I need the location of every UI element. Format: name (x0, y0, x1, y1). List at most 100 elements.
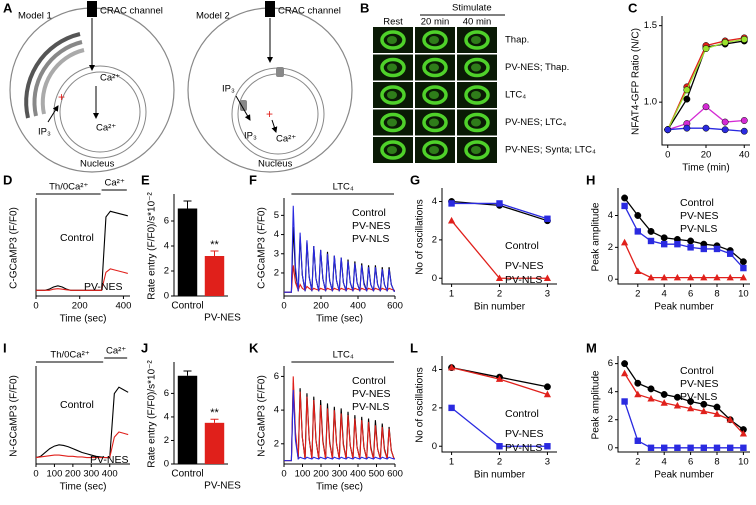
panel-label: C (628, 0, 638, 15)
x-tick-label: 10 (738, 457, 749, 468)
legend-entry: PV-NES (352, 220, 391, 232)
y-axis-label: C-GCaMP3 (F/F0) (257, 207, 268, 289)
x-tick-label: 200 (313, 301, 329, 312)
cell-image (464, 85, 490, 105)
period-label: Th/0Ca²⁺ (49, 182, 88, 193)
cell-image (471, 63, 481, 72)
cell-image (422, 112, 448, 133)
y-tick-label: 4 (432, 364, 437, 375)
x-tick-label: 8 (714, 289, 719, 300)
x-axis-label: Time (sec) (60, 314, 107, 325)
period-label: Ca²⁺ (105, 178, 125, 189)
y-tick-label: 5 (274, 210, 279, 221)
marker (674, 240, 681, 248)
arrow (235, 95, 251, 121)
row-label: PV-NES; LTC₄ (505, 117, 566, 128)
y-tick-label: 0 (432, 441, 437, 452)
period-label: Th/0Ca²⁺ (50, 350, 89, 361)
marker (634, 212, 642, 219)
y-tick-label: 1.0 (644, 97, 657, 108)
x-tick-label: PV-NES (204, 313, 241, 324)
marker (621, 398, 628, 405)
x-axis-label: Bin number (474, 302, 526, 313)
label: + (266, 107, 273, 121)
marker (647, 273, 655, 281)
cell-image (471, 91, 481, 99)
marker (647, 237, 655, 245)
series-line (284, 205, 395, 293)
y-tick-label: 0 (164, 291, 169, 302)
y-axis-label: No of oscillations (415, 367, 426, 443)
pore (240, 100, 247, 111)
x-tick-label: 4 (662, 289, 667, 300)
marker (660, 234, 668, 242)
y-tick-label: 0 (608, 442, 613, 453)
marker (647, 444, 655, 451)
x-axis-label: Time (sec) (60, 482, 107, 493)
marker (739, 429, 747, 437)
marker (687, 237, 695, 245)
bar (177, 208, 198, 296)
axis (617, 188, 750, 285)
marker (700, 400, 708, 408)
marker (543, 383, 551, 391)
panel-label: K (249, 340, 259, 355)
y-tick-label: 3 (274, 248, 279, 259)
marker (621, 369, 629, 377)
panel-label: A (3, 0, 13, 15)
x-tick-label: 3 (545, 457, 550, 468)
legend-entry: PV-NES (680, 210, 719, 222)
legend-entry: PV-NES (84, 281, 123, 293)
marker (739, 258, 747, 266)
y-tick-label: 4 (274, 405, 279, 416)
marker (664, 126, 672, 134)
series-line (624, 205, 744, 269)
marker (495, 375, 504, 382)
x-axis-label: Peak number (654, 470, 714, 481)
marker (727, 250, 734, 257)
y-tick-label: 4 (432, 196, 437, 207)
legend-entry: Control (505, 240, 539, 252)
marker (702, 124, 710, 132)
cell-image (422, 85, 448, 105)
x-tick-label: 0 (281, 469, 286, 480)
marker (726, 273, 734, 281)
crac-channel (265, 1, 275, 17)
image-grid: B Stimulate (360, 0, 505, 16)
marker (702, 103, 710, 111)
y-tick-label: 6 (274, 371, 279, 382)
marker (683, 124, 691, 132)
series-line (624, 373, 744, 435)
marker (634, 390, 642, 398)
marker (448, 404, 455, 412)
series-line (284, 389, 395, 462)
cell-image (422, 140, 448, 160)
cell-image (387, 36, 397, 44)
marker (726, 415, 734, 423)
x-axis-label: Peak number (654, 302, 714, 313)
series-line (624, 363, 744, 431)
cell-image (429, 91, 439, 99)
marker (544, 215, 551, 222)
panel-label: M (586, 340, 597, 355)
marker (634, 437, 641, 444)
marker (660, 399, 668, 406)
model-title: Model 2 (196, 11, 230, 22)
row-label: PV-NES; Synta; LTC₄ (505, 145, 596, 156)
error-bar (210, 250, 219, 256)
y-axis-label: N-GCaMP3 (F/F0) (9, 375, 20, 457)
marker (448, 200, 455, 207)
y-tick-label: 2 (274, 438, 279, 449)
x-tick-label: 2 (497, 289, 502, 300)
label: Ca²⁺ (100, 73, 120, 84)
marker (683, 86, 691, 94)
x-tick-label: 1 (449, 289, 454, 300)
panel-label: I (3, 340, 7, 355)
row-label: PV-NES; Thap. (505, 62, 569, 73)
series-line (623, 401, 744, 449)
y-tick-label: 0 (164, 459, 169, 470)
x-tick-label: 2 (635, 289, 640, 300)
axis (441, 188, 557, 285)
cell-image (464, 30, 490, 50)
y-tick-label: 2 (608, 414, 613, 425)
